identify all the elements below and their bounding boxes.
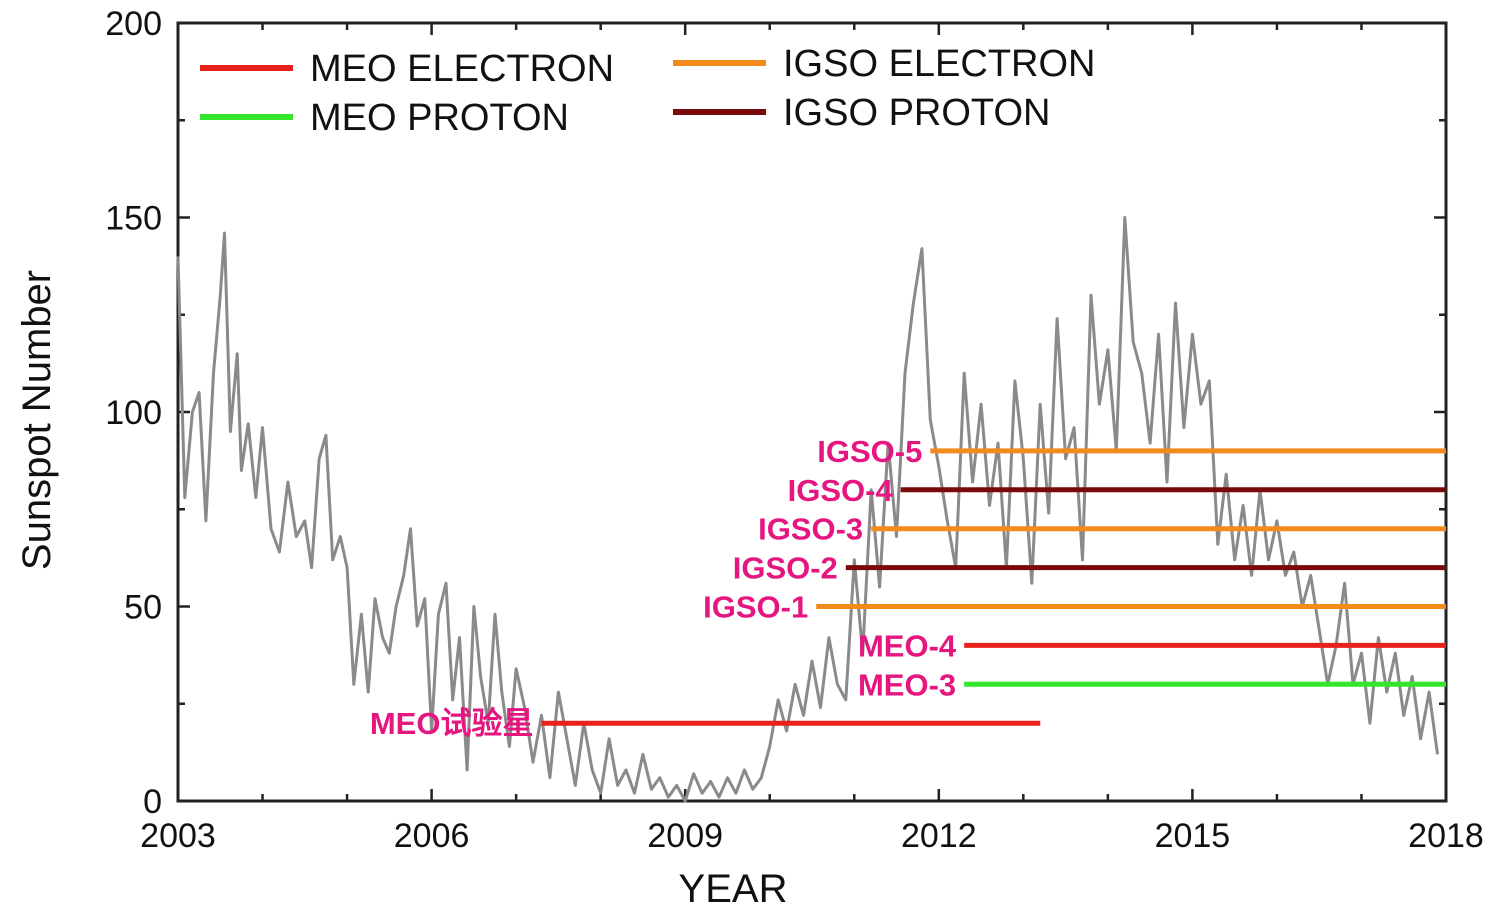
mission-bar-label: IGSO-2 (733, 551, 838, 586)
y-tick-label: 200 (105, 5, 162, 43)
legend-label: IGSO ELECTRON (783, 43, 1096, 85)
mission-bars: IGSO-5 IGSO-4 IGSO-3 IGSO-2 IGSO-1 MEO-4 MEO-3… (370, 434, 1446, 741)
x-tick-label: 2009 (647, 817, 723, 855)
legend-label: MEO PROTON (310, 97, 569, 139)
y-tick-label: 150 (105, 200, 162, 238)
x-tick-label: 2003 (140, 817, 216, 855)
x-tick-label: 2006 (394, 817, 470, 855)
x-tick-label: 2015 (1155, 817, 1231, 855)
x-axis-title: YEAR (679, 867, 788, 908)
mission-bar-label: IGSO-4 (788, 473, 894, 508)
sunspot-series (176, 216, 1439, 803)
mission-bar-label: IGSO-3 (758, 512, 863, 547)
y-tick-label: 100 (105, 394, 162, 432)
x-tick-label: 2018 (1408, 817, 1484, 855)
x-tick-label: 2012 (901, 817, 977, 855)
mission-bar-label: MEO试验星 (370, 706, 534, 741)
sunspot-line (176, 216, 1439, 803)
legend: MEO ELECTRON MEO PROTON IGSO ELECTRON IGSO … (200, 43, 1096, 139)
y-tick-labels: 0 50 100 150 200 (105, 5, 162, 821)
mission-bar-label: MEO-3 (858, 667, 956, 702)
y-tick-label: 0 (143, 783, 162, 821)
mission-bar-label: MEO-4 (858, 628, 957, 663)
mission-bar-label: IGSO-1 (703, 590, 808, 625)
legend-label: MEO ELECTRON (310, 48, 614, 90)
mission-bar-label: IGSO-5 (817, 434, 922, 469)
y-axis-title: Sunspot Number (15, 270, 59, 570)
x-tick-labels: 2003 2006 2009 2012 2015 2018 (140, 817, 1484, 855)
legend-label: IGSO PROTON (783, 92, 1050, 134)
y-tick-label: 50 (124, 589, 162, 627)
plot-area: IGSO-5 IGSO-4 IGSO-3 IGSO-2 IGSO-1 MEO-4 MEO-3… (176, 21, 1448, 803)
